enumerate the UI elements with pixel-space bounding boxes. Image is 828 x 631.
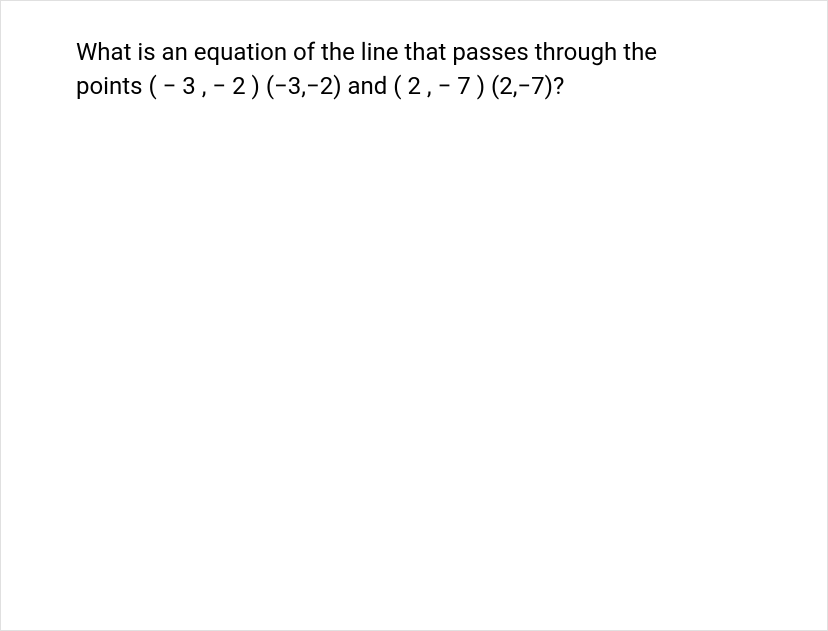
question-text: What is an equation of the line that pas…: [76, 36, 696, 103]
